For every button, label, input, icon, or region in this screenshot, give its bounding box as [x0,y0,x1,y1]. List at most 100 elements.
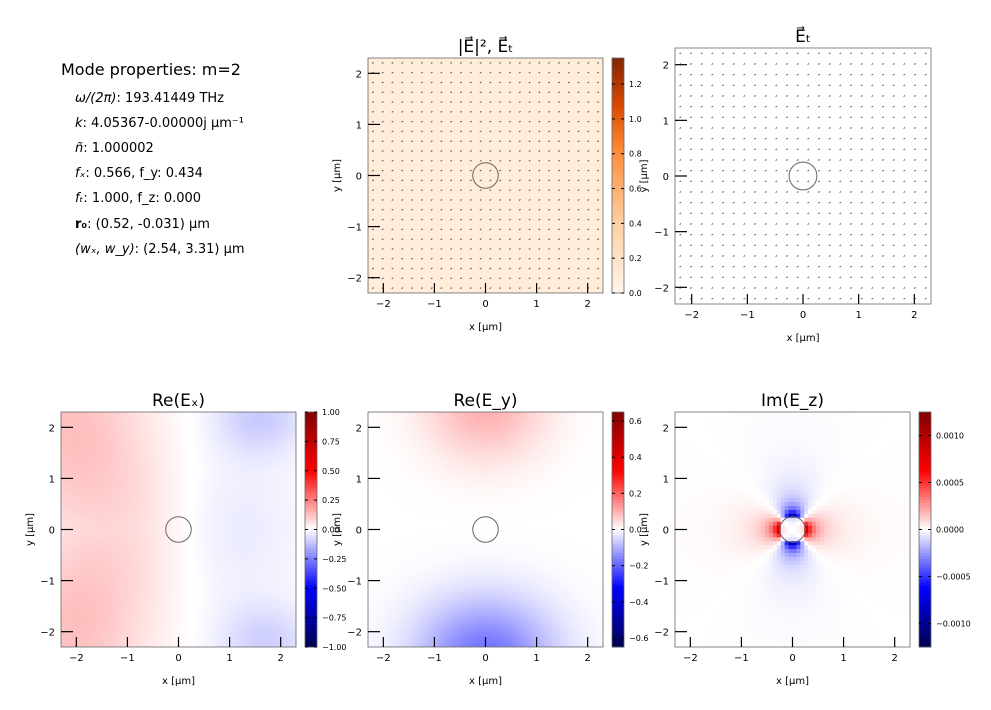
heatmap-cell [80,466,86,472]
heatmap-cell [209,470,215,476]
heatmap-cell [198,576,203,582]
heatmap-cell [202,498,207,503]
quiver-arrow [849,265,853,268]
heatmap-cell [268,412,274,417]
heatmap-cell [280,611,285,617]
heatmap-cell [229,494,234,499]
heatmap-cell [123,600,129,605]
quiver-arrow [743,127,746,129]
quiver-arrow [679,233,682,236]
quiver-arrow [849,137,853,140]
heatmap-cell [194,494,199,499]
heatmap-cell [155,615,160,621]
heatmap-cell [190,576,195,582]
heatmap-cell [241,623,246,629]
heatmap-cell [68,611,74,617]
quiver-arrow [420,208,423,211]
heatmap-cell [237,447,242,452]
quiver-arrow [440,208,443,211]
heatmap-cell [198,572,203,578]
quiver-arrow [401,101,404,103]
heatmap-cell [241,423,246,429]
heatmap-cell [213,455,219,460]
heatmap-cell [221,431,227,437]
heatmap-cell [166,525,172,531]
heatmap-cell [213,427,219,433]
quiver-arrow [508,159,512,162]
heatmap-cell [284,513,289,519]
heatmap-cell [170,490,176,495]
heatmap-cell [241,415,246,421]
quiver-arrow [679,297,682,300]
heatmap-cell [61,580,66,585]
heatmap-cell [292,466,296,472]
quiver-arrow [764,287,767,289]
quiver-arrow [753,116,757,119]
heatmap-cell [272,513,278,519]
heatmap-cell [72,494,78,499]
heatmap-cell [190,490,195,495]
quiver-arrow [817,212,821,215]
heatmap-cell [96,537,101,542]
quiver-arrow [828,191,831,193]
heatmap-cell [131,415,137,421]
heatmap-cell [127,623,133,629]
heatmap-cell [217,466,223,472]
heatmap-cell [186,412,191,417]
heatmap-cell [186,525,191,531]
heatmap-cells [61,412,296,647]
quiver-arrow [597,130,600,133]
heatmap-cell [166,439,172,444]
quiver-arrow [459,150,463,152]
quiver-arrow [567,208,570,211]
heatmap-cell [256,470,262,476]
heatmap-cell [127,517,133,523]
heatmap-cell [108,478,113,484]
heatmap-cell [276,631,281,636]
heatmap-cell [147,607,152,613]
heatmap-cell [182,572,187,578]
heatmap-cell [280,615,285,621]
colorbar-segment [305,438,317,442]
heatmap-cell [252,412,258,417]
heatmap-cell [115,553,121,558]
colorbar-segment [612,210,624,215]
heatmap-cell [252,525,258,531]
heatmap-cell [119,502,125,507]
heatmap-cell [61,541,66,546]
quiver-arrow [489,218,492,221]
heatmap-cell [127,545,133,550]
heatmap-cell [213,580,219,585]
heatmap-cell [135,490,140,495]
quiver-arrow [538,267,541,270]
heatmap-cell [135,502,140,507]
heatmap-cell [174,560,180,566]
x-tick-label: −1 [120,653,135,664]
heatmap-cell [245,462,250,468]
heatmap-cell [111,631,117,636]
quiver-arrow [401,159,404,162]
quiver-arrow [538,150,541,152]
heatmap-cell [249,455,254,460]
heatmap-cell [104,451,109,456]
heatmap-cell [151,462,156,468]
heatmap-cell [256,564,262,570]
heatmap-cell [221,545,227,550]
quiver-arrow [679,159,682,161]
heatmap-cell [241,631,246,636]
quiver-arrow [587,81,590,84]
heatmap-cell [111,466,117,472]
heatmap-cell [123,466,129,472]
quiver-arrow [557,189,560,192]
quiver-arrow [700,244,703,247]
heatmap-cell [264,545,270,550]
heatmap-cell [217,474,223,480]
y-tick-label: 2 [49,423,55,434]
heatmap-cell [88,541,93,546]
colorbar-segment [612,96,624,100]
heatmap-cell [276,549,281,554]
heatmap-cell [131,490,137,495]
heatmap-cell [64,588,70,593]
quiver-arrow [420,238,423,240]
heatmap-cell [92,592,97,597]
